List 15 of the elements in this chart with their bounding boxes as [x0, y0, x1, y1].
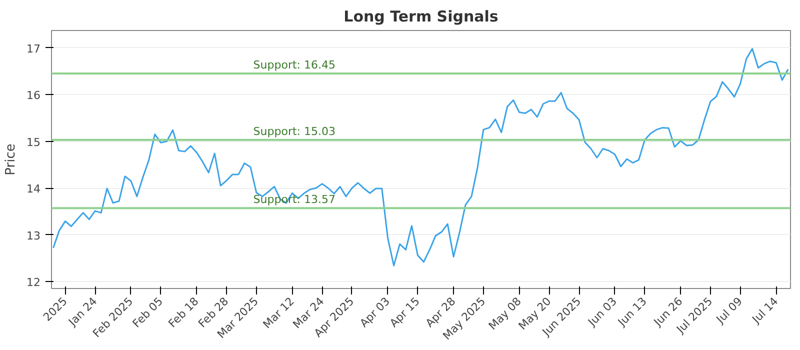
x-tick-label: Jun 13 — [614, 294, 650, 330]
x-tick-label: Jul 09 — [713, 294, 745, 327]
ref-line-label: Support: 15.03 — [253, 124, 336, 138]
x-tick-label: Jul 14 — [749, 294, 781, 327]
y-tick-label: 12 — [26, 276, 41, 289]
line-series — [52, 48, 789, 266]
x-tick-label: Apr 03 — [357, 294, 392, 330]
y-tick-label: 14 — [26, 182, 41, 196]
y-tick-label: 15 — [26, 136, 41, 149]
chart-title: Long Term Signals — [344, 8, 498, 26]
ref-line-label: Support: 16.45 — [253, 58, 336, 72]
y-axis-title: Price — [4, 144, 19, 176]
y-tick-label: 17 — [26, 42, 41, 56]
y-tick-label: 13 — [26, 229, 41, 242]
y-tick-label: 16 — [26, 89, 41, 102]
